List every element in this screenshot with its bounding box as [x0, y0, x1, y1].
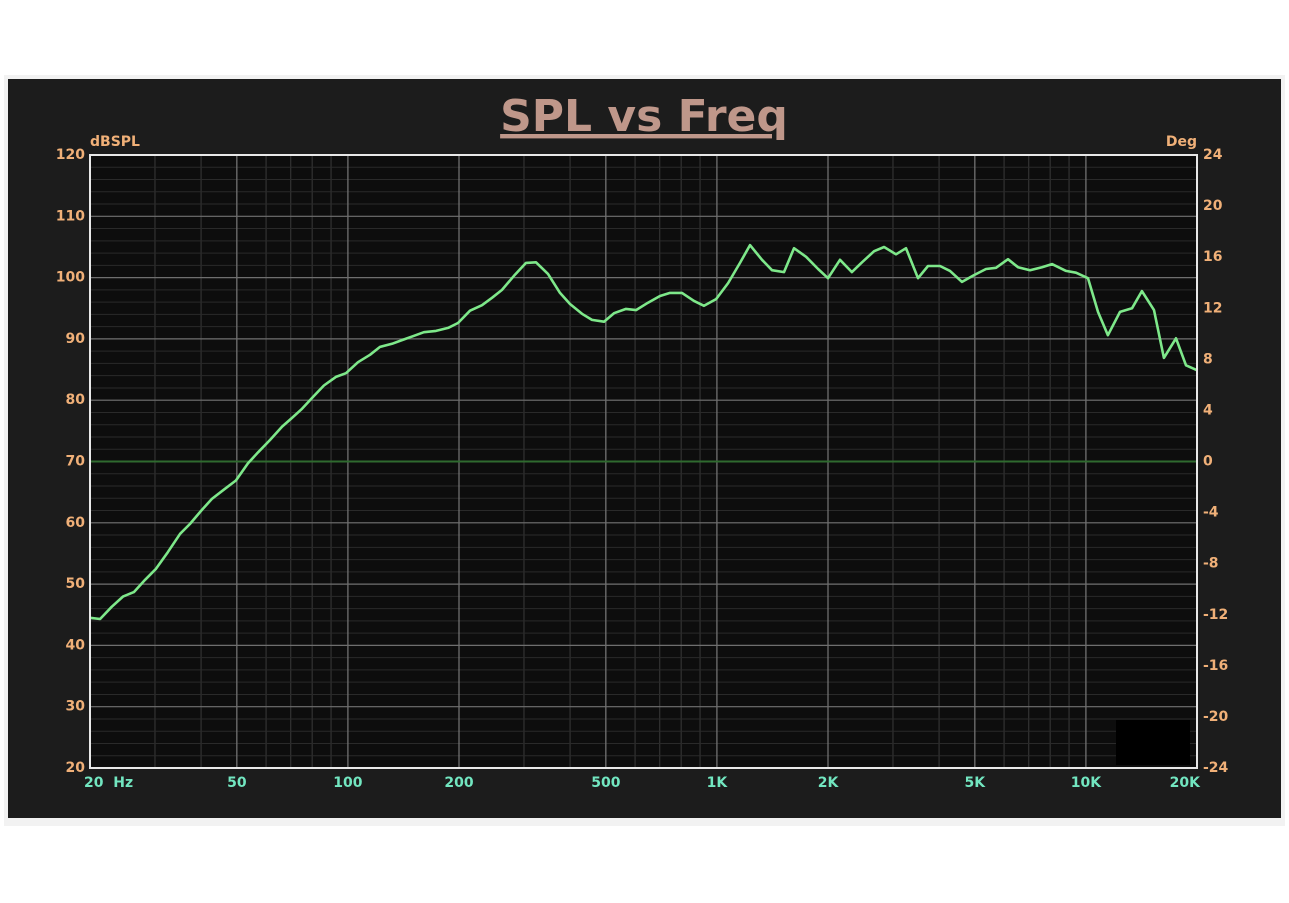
x-tick-label: 20K: [1170, 775, 1201, 791]
marks: [89, 243, 1198, 621]
y-tick-label: 70: [66, 454, 86, 470]
y2-tick-label: -24: [1203, 760, 1229, 776]
y2-tick-label: -4: [1203, 505, 1219, 521]
x-tick-label: 100: [333, 775, 362, 791]
grid: [89, 154, 1198, 769]
x-tick-label: 1K: [707, 775, 729, 791]
data-line: [89, 243, 1198, 621]
y2-tick-label: 12: [1203, 300, 1222, 316]
y2-tick-label: -16: [1203, 658, 1228, 674]
legend-box: [1116, 720, 1190, 765]
y2-tick-label: 8: [1203, 351, 1213, 367]
y-tick-label: 110: [56, 208, 85, 224]
y2-tick-label: 4: [1203, 402, 1213, 418]
chart-title: SPL vs Freq: [500, 91, 788, 142]
y-tick-label: 120: [56, 147, 85, 163]
y2-tick-label: 0: [1203, 454, 1213, 470]
y2-tick-label: 20: [1203, 198, 1223, 214]
y-tick-label: 30: [66, 699, 86, 715]
x-tick-label: 5K: [965, 775, 987, 791]
y2-tick-label: -20: [1203, 709, 1229, 725]
y2-tick-label: 24: [1203, 147, 1223, 163]
y-tick-label: 100: [56, 270, 85, 286]
x-tick-label: 500: [591, 775, 620, 791]
y-axis-label: dBSPL: [90, 134, 140, 150]
x-tick-label: 2K: [818, 775, 840, 791]
y-tick-label: 50: [66, 576, 86, 592]
y-tick-label: 60: [66, 515, 86, 531]
y2-tick-label: 16: [1203, 249, 1222, 265]
y-tick-label: 40: [66, 637, 86, 653]
y-tick-label: 20: [66, 760, 86, 776]
x-tick-label: 200: [444, 775, 473, 791]
y2-axis-label: Deg: [1166, 134, 1197, 150]
y2-tick-label: -8: [1203, 556, 1219, 572]
y2-tick-label: -12: [1203, 607, 1228, 623]
x-tick-label: 10K: [1071, 775, 1102, 791]
x-tick-label: 20 Hz: [84, 775, 133, 791]
x-tick-label: 50: [227, 775, 247, 791]
y-tick-label: 80: [66, 392, 86, 408]
y-tick-label: 90: [66, 331, 86, 347]
plot-frame: [89, 154, 1198, 769]
